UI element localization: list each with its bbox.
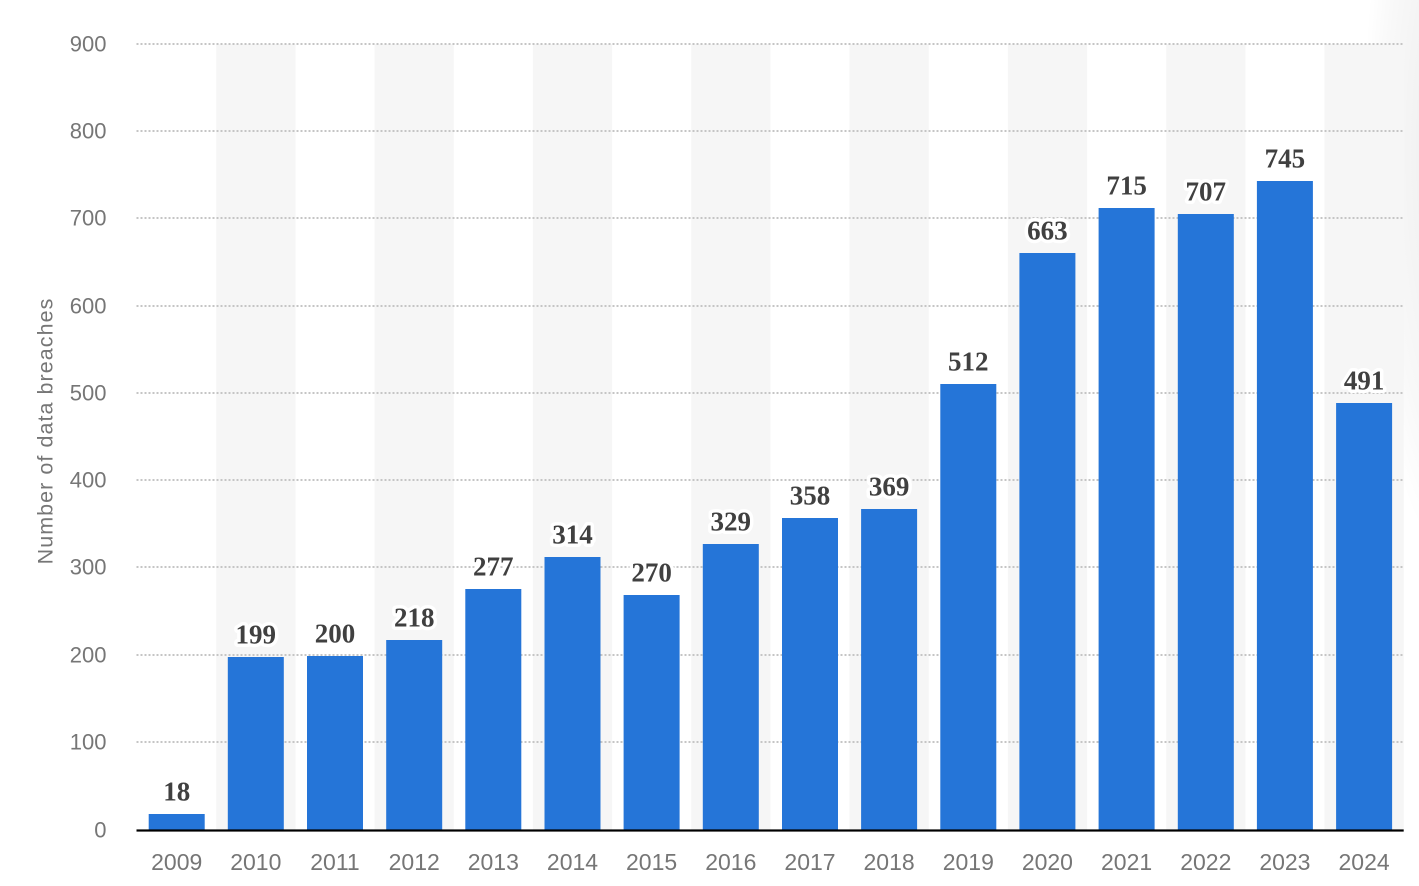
svg-text:2010: 2010 — [230, 849, 281, 875]
svg-text:400: 400 — [70, 468, 107, 493]
svg-text:2019: 2019 — [943, 849, 994, 875]
svg-text:2024: 2024 — [1339, 849, 1390, 875]
svg-text:2021: 2021 — [1101, 849, 1152, 875]
svg-text:2012: 2012 — [389, 849, 440, 875]
svg-text:358: 358 — [790, 481, 831, 511]
svg-text:715: 715 — [1106, 171, 1147, 201]
svg-text:Number of data breaches: Number of data breaches — [34, 298, 58, 565]
svg-text:329: 329 — [711, 507, 752, 537]
svg-text:100: 100 — [70, 730, 107, 755]
svg-text:2015: 2015 — [626, 849, 677, 875]
svg-text:700: 700 — [70, 206, 107, 231]
svg-text:2023: 2023 — [1259, 849, 1310, 875]
svg-text:199: 199 — [236, 620, 277, 650]
svg-text:745: 745 — [1265, 144, 1306, 174]
svg-text:0: 0 — [94, 818, 106, 843]
svg-text:270: 270 — [631, 558, 672, 588]
svg-text:218: 218 — [394, 603, 435, 633]
svg-text:369: 369 — [869, 472, 910, 502]
svg-text:18: 18 — [163, 777, 190, 807]
svg-text:200: 200 — [315, 619, 356, 649]
svg-text:2020: 2020 — [1022, 849, 1073, 875]
svg-text:512: 512 — [948, 347, 989, 377]
svg-text:491: 491 — [1344, 366, 1385, 396]
svg-text:500: 500 — [70, 381, 107, 406]
svg-text:200: 200 — [70, 643, 107, 668]
svg-text:2014: 2014 — [547, 849, 598, 875]
svg-text:2018: 2018 — [864, 849, 915, 875]
svg-text:800: 800 — [70, 119, 107, 144]
svg-text:2017: 2017 — [784, 849, 835, 875]
svg-text:2011: 2011 — [310, 849, 359, 875]
svg-text:2016: 2016 — [705, 849, 756, 875]
svg-text:300: 300 — [70, 555, 107, 580]
svg-text:707: 707 — [1186, 177, 1227, 207]
svg-text:900: 900 — [70, 32, 107, 57]
svg-text:600: 600 — [70, 294, 107, 319]
svg-text:2022: 2022 — [1180, 849, 1231, 875]
svg-text:663: 663 — [1027, 216, 1068, 246]
svg-text:314: 314 — [552, 520, 593, 550]
svg-text:277: 277 — [473, 552, 514, 582]
svg-text:2013: 2013 — [468, 849, 519, 875]
svg-text:2009: 2009 — [151, 849, 202, 875]
